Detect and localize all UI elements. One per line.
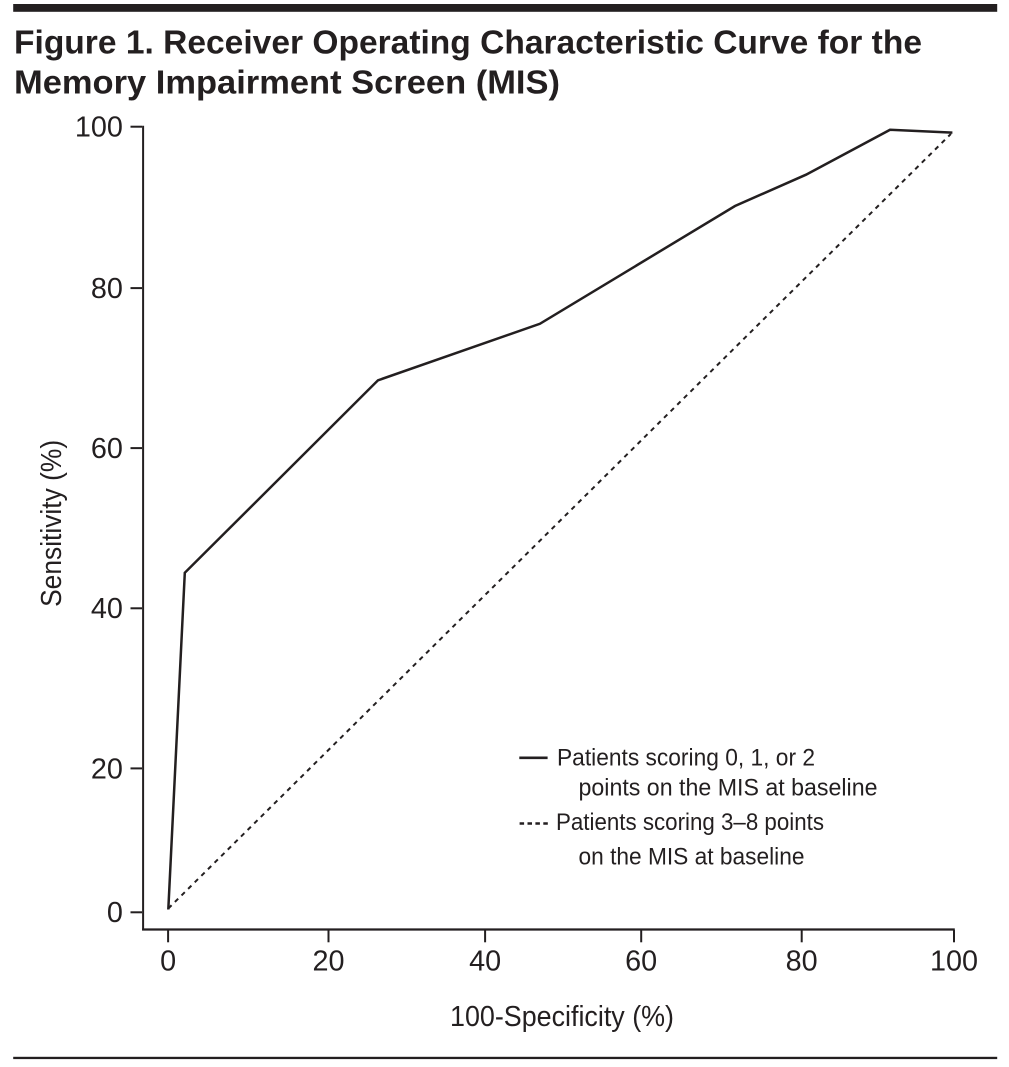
svg-text:0: 0 [107,897,123,929]
svg-text:80: 80 [91,273,123,305]
svg-text:40: 40 [469,945,501,977]
svg-text:60: 60 [625,945,657,977]
svg-text:100: 100 [75,112,123,144]
svg-text:Patients scoring 0, 1, or 2: Patients scoring 0, 1, or 2 [557,744,815,771]
svg-text:80: 80 [786,945,818,977]
svg-text:100: 100 [930,945,978,977]
svg-text:20: 20 [91,753,123,785]
svg-text:Figure 1. Receiver Operating C: Figure 1. Receiver Operating Characteris… [14,24,922,61]
svg-text:points on the MIS at baseline: points on the MIS at baseline [579,774,878,801]
svg-text:0: 0 [160,945,176,977]
svg-text:40: 40 [91,593,123,625]
svg-text:100-Specificity (%): 100-Specificity (%) [450,1001,674,1033]
svg-text:Patients scoring 3–8 points: Patients scoring 3–8 points [556,809,824,836]
svg-text:20: 20 [312,945,344,977]
svg-text:Sensitivity (%): Sensitivity (%) [36,440,68,607]
svg-text:Memory Impairment Screen (MIS): Memory Impairment Screen (MIS) [14,65,560,102]
svg-text:on the MIS at baseline: on the MIS at baseline [579,844,805,871]
svg-text:60: 60 [91,433,123,465]
